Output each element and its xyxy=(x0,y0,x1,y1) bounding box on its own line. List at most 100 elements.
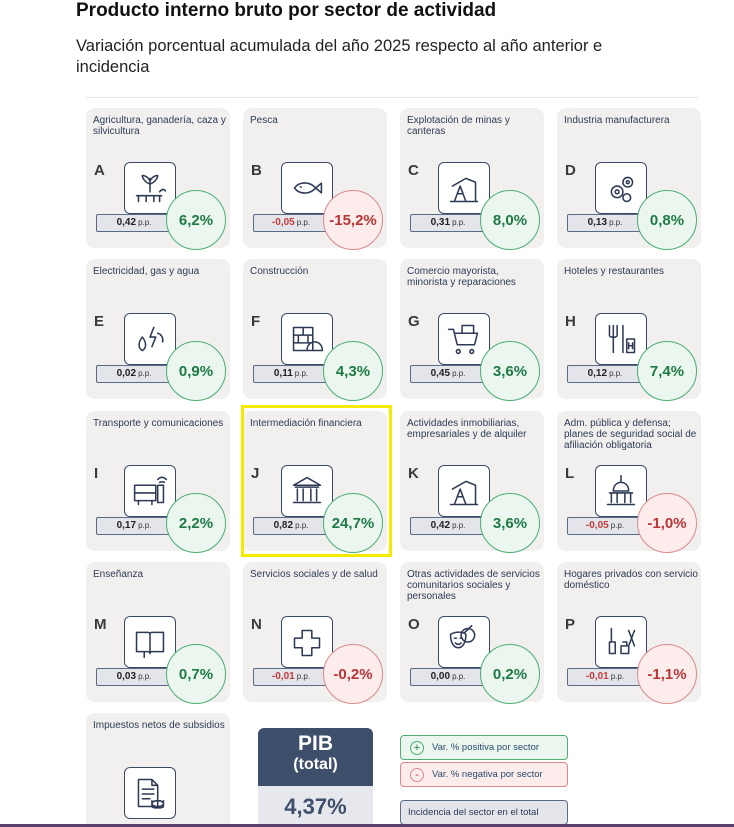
legend-positive: + Var. % positiva por sector xyxy=(400,735,568,760)
incidence-unit: p.p. xyxy=(138,521,152,530)
variation-circle: 24,7% xyxy=(323,493,383,553)
sector-letter: F xyxy=(251,313,261,330)
sector-card-p: Hogares privados con servicio doméstico P… xyxy=(557,562,701,704)
variation-circle: -0,2% xyxy=(323,644,383,704)
incidence-unit: p.p. xyxy=(452,672,466,681)
incidence-value: 0,82 xyxy=(273,520,294,531)
incidence-value: 0,12 xyxy=(587,368,608,379)
incidence-badge: -0,05 p.p. xyxy=(253,214,329,232)
incidence-unit: p.p. xyxy=(452,369,466,378)
sector-letter: D xyxy=(565,162,576,179)
legend-incidence: Incidencia del sector en el total xyxy=(400,800,568,825)
incidence-badge: -0,01 p.p. xyxy=(253,668,329,686)
sector-letter: L xyxy=(565,465,575,482)
incidence-badge: 0,45 p.p. xyxy=(410,365,486,383)
sector-name: Servicios sociales y de salud xyxy=(250,569,378,580)
incidence-badge: 0,11 p.p. xyxy=(253,365,329,383)
bricks-helmet-icon xyxy=(281,313,333,365)
sector-card-d: Industria manufacturera D 0,13 p.p. 0,8% xyxy=(557,108,701,250)
variation-circle: 6,2% xyxy=(166,190,226,250)
highlight-box xyxy=(241,405,392,557)
variation-circle: 0,8% xyxy=(637,190,697,250)
incidence-unit: p.p. xyxy=(609,369,623,378)
sector-card-k: Actividades inmobiliarias, empresariales… xyxy=(400,411,544,553)
sector-name: Construcción xyxy=(250,266,309,277)
capitol-icon xyxy=(595,465,647,517)
sector-letter: H xyxy=(565,313,576,330)
restaurant-hotel-icon xyxy=(595,313,647,365)
incidence-badge: 0,00 p.p. xyxy=(410,668,486,686)
variation-circle: 0,2% xyxy=(480,644,540,704)
sector-card-b: Pesca B -0,05 p.p. -15,2% xyxy=(243,108,387,250)
sector-name: Hogares privados con servicio doméstico xyxy=(564,569,698,591)
sector-card-m: Enseñanza M 0,03 p.p. 0,7% xyxy=(86,562,230,704)
sector-card-i: Transporte y comunicaciones I 0,17 p.p. 2,2% xyxy=(86,411,230,553)
incidence-unit: p.p. xyxy=(452,218,466,227)
incidence-badge: 0,02 p.p. xyxy=(96,365,172,383)
sector-card-f: Construcción F 0,11 p.p. 4,3% xyxy=(243,259,387,401)
fish-icon xyxy=(281,162,333,214)
pib-total-box: PIB (total) 4,37% xyxy=(258,728,373,827)
incidence-value: 0,45 xyxy=(430,368,451,379)
sector-name: Agricultura, ganadería, caza y silvicult… xyxy=(93,115,226,137)
incidence-badge: 0,03 p.p. xyxy=(96,668,172,686)
sector-letter: K xyxy=(408,465,419,482)
incidence-unit: p.p. xyxy=(295,521,309,530)
incidence-value: 0,02 xyxy=(116,368,137,379)
sector-name: Comercio mayorista, minorista y reparaci… xyxy=(407,266,516,288)
utilities-icon xyxy=(124,313,176,365)
incidence-badge: 0,42 p.p. xyxy=(410,517,486,535)
incidence-value: 0,11 xyxy=(273,368,293,379)
shopping-cart-icon xyxy=(438,313,490,365)
incidence-value: -0,01 xyxy=(271,671,295,682)
sector-letter: C xyxy=(408,162,419,179)
incidence-badge: 0,82 p.p. xyxy=(253,517,329,535)
sector-letter: I xyxy=(94,465,99,482)
bank-icon xyxy=(281,465,333,517)
pib-sublabel: (total) xyxy=(293,756,338,773)
incidence-value: -0,05 xyxy=(585,520,609,531)
bottom-border xyxy=(0,824,734,827)
sector-letter: B xyxy=(251,162,262,179)
chart-subtitle: Variación porcentual acumulada del año 2… xyxy=(76,37,603,76)
sector-letter: O xyxy=(408,616,420,633)
sector-name: Industria manufacturera xyxy=(564,115,670,126)
variation-circle: -1,1% xyxy=(637,644,697,704)
incidence-value: 0,42 xyxy=(116,217,137,228)
sector-card-n: Servicios sociales y de salud N -0,01 p.p. -… xyxy=(243,562,387,704)
sector-letter: A xyxy=(94,162,105,179)
sector-name: Intermediación financiera xyxy=(250,418,362,429)
sector-name: Otras actividades de servicios comunitar… xyxy=(407,569,540,602)
sector-card-e: Electricidad, gas y agua E 0,02 p.p. 0,9% xyxy=(86,259,230,401)
gears-icon xyxy=(595,162,647,214)
incidence-unit: p.p. xyxy=(609,218,623,227)
sector-name: Pesca xyxy=(250,115,278,126)
minus-icon: - xyxy=(410,768,424,782)
incidence-badge: 0,31 p.p. xyxy=(410,214,486,232)
sector-card-g: Comercio mayorista, minorista y reparaci… xyxy=(400,259,544,401)
incidence-value: 0,00 xyxy=(430,671,451,682)
sector-name: Adm. pública y defensa; planes de seguri… xyxy=(564,418,697,451)
sector-card-h: Hoteles y restaurantes H 0,12 p.p. 7,4% xyxy=(557,259,701,401)
incidence-badge: 0,42 p.p. xyxy=(96,214,172,232)
sector-name: Hoteles y restaurantes xyxy=(564,266,665,277)
sector-letter: J xyxy=(251,465,260,482)
variation-circle: 4,3% xyxy=(323,341,383,401)
legend-negative-label: Var. % negativa por sector xyxy=(432,769,543,780)
book-icon xyxy=(124,616,176,668)
incidence-unit: p.p. xyxy=(138,218,152,227)
incidence-unit: p.p. xyxy=(296,218,311,227)
incidence-unit: p.p. xyxy=(138,369,152,378)
sector-card-impuestos: Impuestos netos de subsidios xyxy=(86,713,230,827)
pib-total-value: 4,37% xyxy=(284,794,347,819)
tractor-icon xyxy=(124,162,176,214)
sector-card-c: Explotación de minas y canteras C 0,31 p.p.… xyxy=(400,108,544,250)
pumpjack-icon xyxy=(438,465,490,517)
pumpjack-icon xyxy=(438,162,490,214)
sector-letter: M xyxy=(94,616,107,633)
incidence-unit: p.p. xyxy=(452,521,466,530)
variation-circle: 8,0% xyxy=(480,190,540,250)
legend-negative: - Var. % negativa por sector xyxy=(400,762,568,787)
incidence-unit: p.p. xyxy=(296,672,311,681)
incidence-value: 0,03 xyxy=(116,671,137,682)
